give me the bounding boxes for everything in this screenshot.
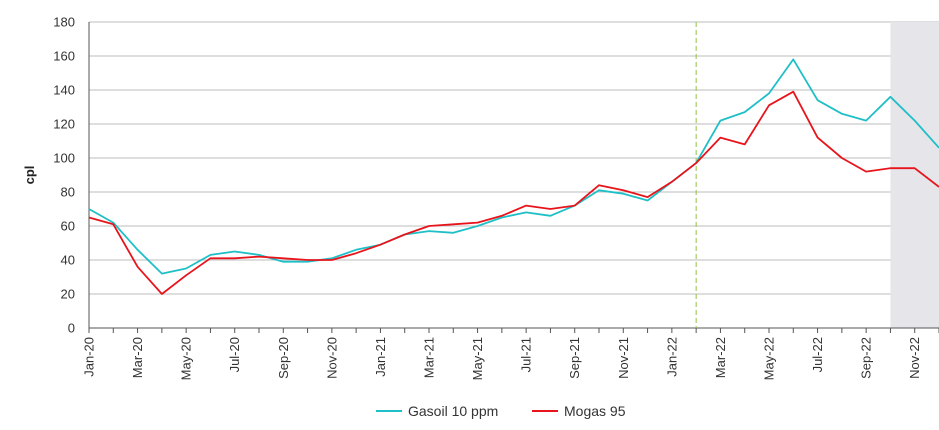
y-axis-label: cpl <box>22 166 37 185</box>
y-tick-label: 100 <box>53 151 75 166</box>
x-tick-label: Jul-20 <box>227 337 242 372</box>
chart-axes <box>88 22 939 333</box>
x-tick-label: Jan-20 <box>82 337 97 377</box>
x-tick-label: Jan-21 <box>373 337 388 377</box>
x-tick-label: May-20 <box>179 337 194 380</box>
x-tick-label: Sep-20 <box>276 337 291 379</box>
x-tick-label: Jan-22 <box>664 337 679 377</box>
x-tick-label: Mar-21 <box>422 337 437 378</box>
x-tick-label: Jul-21 <box>519 337 534 372</box>
x-tick-label: Nov-20 <box>324 337 339 379</box>
x-tick-label: Mar-22 <box>713 337 728 378</box>
chart-gridlines <box>89 21 939 295</box>
series-line-gasoil <box>88 58 939 275</box>
legend: Gasoil 10 ppm Mogas 95 <box>376 403 626 419</box>
x-tick-labels: Jan-20 Mar-20 May-20 Jul-20 Sep-20 Nov-20 Jan-… <box>82 337 923 380</box>
x-tick-label: Sep-21 <box>567 337 582 379</box>
x-tick-label: Nov-22 <box>907 337 922 379</box>
chart-series <box>88 58 939 295</box>
y-tick-label: 80 <box>61 185 75 200</box>
series-line-mogas <box>88 90 939 295</box>
y-tick-label: 60 <box>61 219 75 234</box>
x-tick-label: Mar-20 <box>130 337 145 378</box>
legend-label: Gasoil 10 ppm <box>408 403 498 419</box>
x-tick-label: May-21 <box>470 337 485 380</box>
forecast-shaded-region <box>890 22 939 328</box>
y-tick-label: 140 <box>53 83 75 98</box>
y-tick-label: 40 <box>61 253 75 268</box>
y-tick-label: 160 <box>53 49 75 64</box>
y-tick-labels: 0 20 40 60 80 100 120 140 160 180 <box>53 15 75 336</box>
x-tick-label: Nov-21 <box>616 337 631 379</box>
y-tick-label: 0 <box>68 321 75 336</box>
y-tick-label: 180 <box>53 15 75 30</box>
y-tick-label: 20 <box>61 287 75 302</box>
x-tick-label: Sep-22 <box>859 337 874 379</box>
legend-label: Mogas 95 <box>564 403 626 419</box>
x-tick-label: May-22 <box>762 337 777 380</box>
x-tick-label: Jul-22 <box>810 337 825 372</box>
y-tick-label: 120 <box>53 117 75 132</box>
